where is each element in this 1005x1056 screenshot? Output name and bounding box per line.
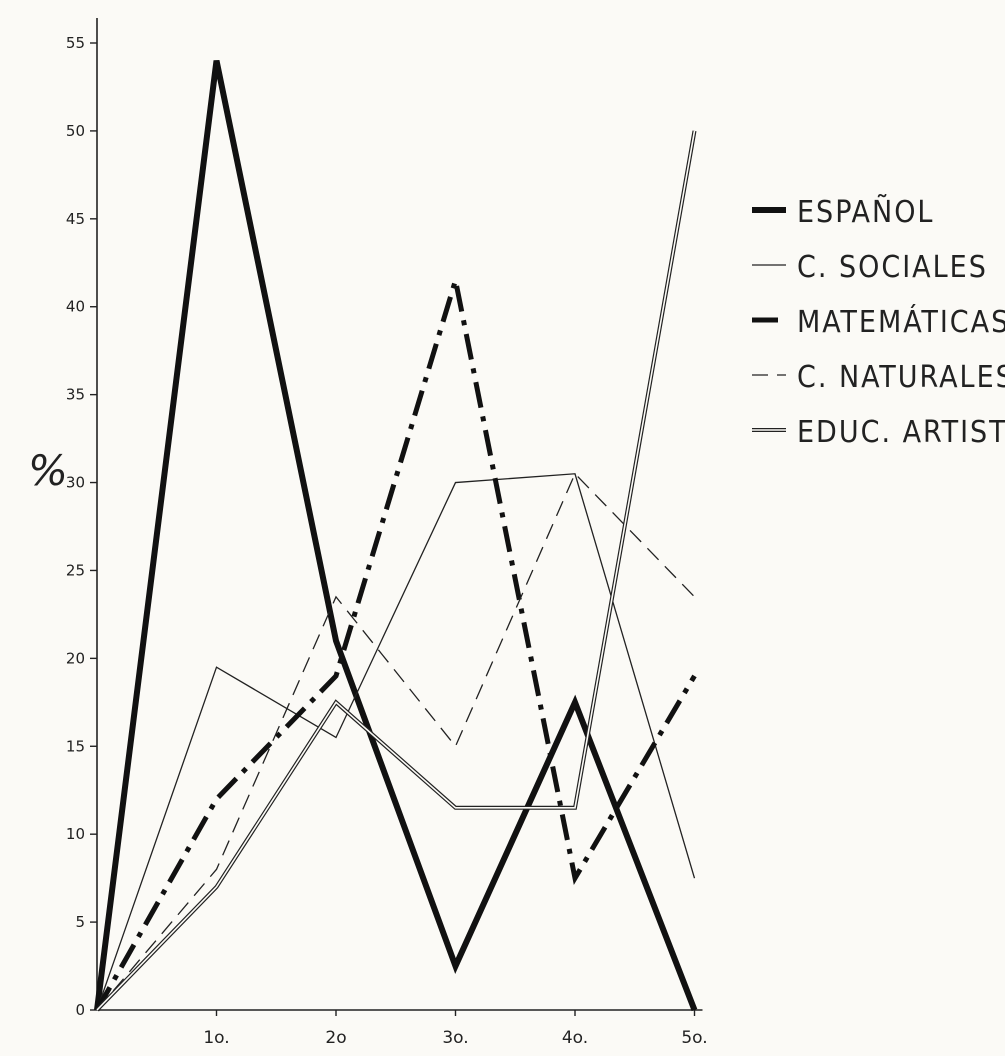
series-line (97, 131, 695, 1010)
series-line (97, 474, 695, 1010)
legend-label: ESPAÑOL (797, 194, 934, 230)
y-tick-label: 25 (66, 561, 85, 579)
legend-item-0: ESPAÑOL (752, 194, 934, 230)
x-tick-label: 3o. (442, 1028, 468, 1048)
series-1 (97, 474, 695, 1010)
y-tick-label: 15 (66, 737, 85, 755)
legend-label: C. NATURALES (797, 360, 1005, 395)
y-axis-title: % (28, 446, 68, 495)
legend-label: C. SOCIALES (797, 250, 988, 285)
x-tick-label: 4o. (562, 1028, 588, 1048)
legend-label: EDUC. ARTISTICA (797, 415, 1005, 450)
y-tick-label: 0 (75, 1001, 85, 1019)
y-tick-label: 30 (66, 474, 85, 492)
x-tick-label: 1o. (203, 1028, 229, 1048)
series-line (97, 61, 695, 1010)
y-tick-label: 35 (66, 386, 85, 404)
y-tick-label: 45 (66, 210, 85, 228)
series-3 (97, 474, 695, 1010)
series-0 (97, 61, 695, 1010)
y-tick-label: 50 (66, 122, 85, 140)
series-line (97, 131, 695, 1010)
y-tick-label: 10 (66, 825, 85, 843)
legend-item-1: C. SOCIALES (752, 250, 988, 285)
y-tick-label: 5 (75, 913, 85, 931)
legend-item-3: C. NATURALES (752, 360, 1005, 395)
legend-label: MATEMÁTICAS (797, 304, 1005, 340)
legend-item-4: EDUC. ARTISTICA (752, 415, 1005, 450)
series-4 (97, 131, 695, 1010)
legend: ESPAÑOL C. SOCIALES MATEMÁTICAS C. NATURALE… (752, 194, 1005, 450)
series-group (97, 61, 695, 1010)
y-tick-label: 20 (66, 649, 85, 667)
legend-item-2: MATEMÁTICAS (752, 304, 1005, 340)
y-tick-label: 40 (66, 298, 85, 316)
y-tick-label: 55 (66, 34, 85, 52)
series-line (97, 474, 695, 1010)
x-tick-label: 5o. (681, 1028, 707, 1048)
x-tick-label: 2o (325, 1028, 346, 1048)
